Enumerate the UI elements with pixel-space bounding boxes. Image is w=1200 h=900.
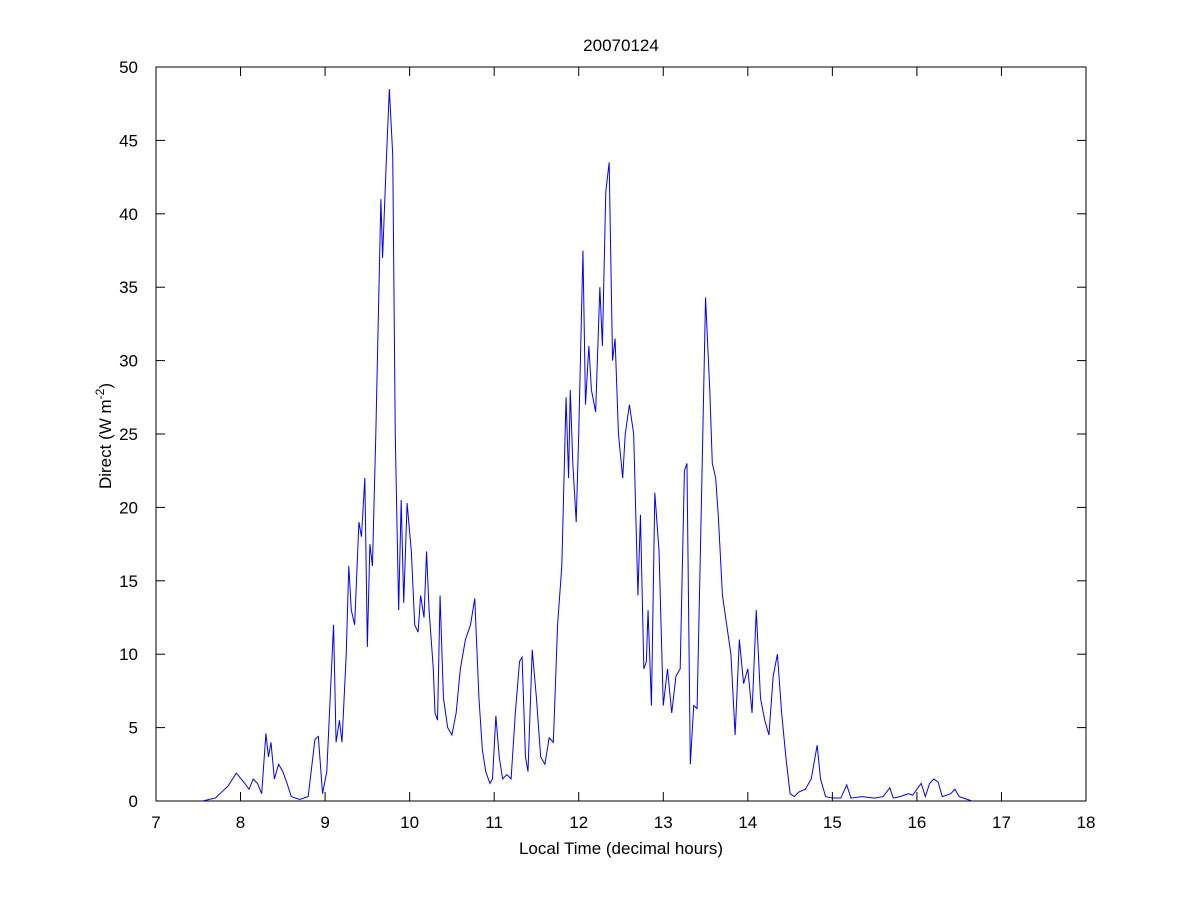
y-label-end: ) (96, 383, 115, 389)
x-tick-label: 16 (907, 813, 926, 832)
y-tick-label: 25 (119, 425, 138, 444)
y-label-text: Direct (W m (96, 399, 115, 489)
y-tick-label: 0 (129, 792, 138, 811)
x-tick-label: 18 (1077, 813, 1096, 832)
chart-title: 20070124 (583, 36, 659, 55)
x-tick-label: 13 (654, 813, 673, 832)
y-tick-label: 15 (119, 572, 138, 591)
data-line (202, 88, 973, 802)
y-tick-label: 5 (129, 719, 138, 738)
x-tick-label: 14 (738, 813, 757, 832)
y-tick-label: 45 (119, 131, 138, 150)
x-tick-label: 17 (992, 813, 1011, 832)
y-tick-label: 10 (119, 645, 138, 664)
x-tick-label: 12 (569, 813, 588, 832)
y-label-sup: -2 (93, 388, 107, 399)
y-tick-label: 40 (119, 205, 138, 224)
x-tick-label: 8 (236, 813, 245, 832)
x-tick-label: 9 (320, 813, 329, 832)
x-tick-label: 10 (400, 813, 419, 832)
y-tick-label: 20 (119, 498, 138, 517)
x-tick-label: 7 (151, 813, 160, 832)
x-tick-label: 15 (823, 813, 842, 832)
x-axis-label: Local Time (decimal hours) (519, 839, 723, 858)
x-tick-label: 11 (485, 813, 503, 832)
y-tick-label: 35 (119, 278, 138, 297)
y-tick-label: 50 (119, 58, 138, 77)
y-tick-label: 30 (119, 352, 138, 371)
y-axis-label: Direct (W m-2) (93, 383, 115, 489)
